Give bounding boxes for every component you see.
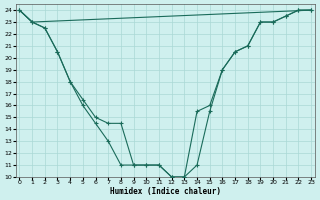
X-axis label: Humidex (Indice chaleur): Humidex (Indice chaleur) — [110, 187, 221, 196]
